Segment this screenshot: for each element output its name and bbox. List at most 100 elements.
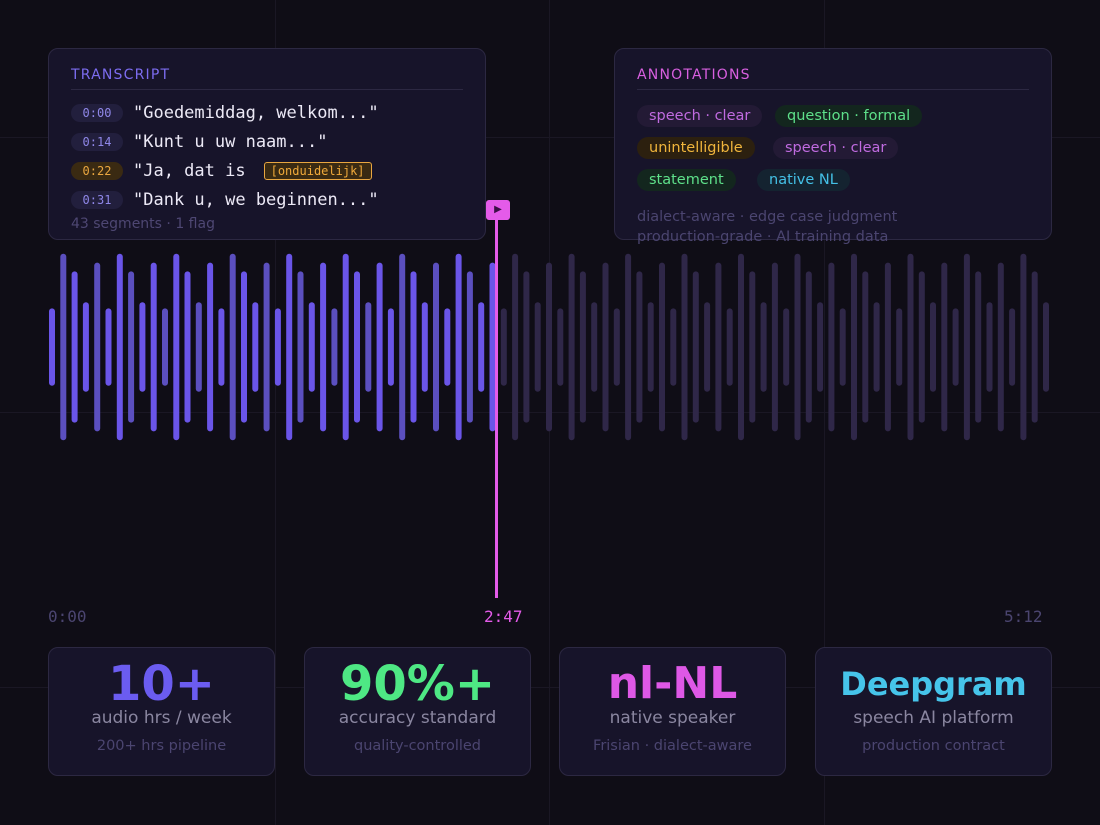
annotation-chip[interactable]: unintelligible <box>637 137 755 159</box>
segment-timestamp-flagged[interactable]: 0:22 <box>71 161 123 180</box>
waveform-bar <box>557 308 564 386</box>
waveform-bar <box>500 308 507 386</box>
segment-timestamp[interactable]: 0:31 <box>71 190 123 209</box>
waveform-bar <box>286 253 293 441</box>
stat-card-language: nl-NL native speaker Frisian · dialect-a… <box>559 647 786 776</box>
grid-line <box>0 137 1100 138</box>
waveform-bar <box>602 262 609 432</box>
waveform-bar <box>1031 271 1038 423</box>
annotation-chip[interactable]: speech · clear <box>773 137 899 159</box>
waveform-bar <box>1043 302 1049 392</box>
waveform-bar <box>963 253 970 441</box>
waveform-bar <box>478 302 485 392</box>
waveform-bar <box>94 262 101 432</box>
transcript-title: TRANSCRIPT <box>71 67 463 90</box>
segment-timestamp[interactable]: 0:00 <box>71 103 123 122</box>
waveform-bar <box>376 262 383 432</box>
waveform-bar <box>444 308 451 386</box>
stat-sub: production contract <box>862 738 1005 754</box>
waveform-bar <box>805 271 812 423</box>
waveform-bar <box>1020 253 1027 441</box>
stat-label: native speaker <box>609 708 736 728</box>
waveform-bar <box>534 302 541 392</box>
waveform-bar <box>726 308 733 386</box>
segment-text: "Goedemiddag, welkom..." <box>133 102 379 123</box>
waveform-bar <box>1009 308 1016 386</box>
time-current-label: 2:47 <box>484 607 523 626</box>
waveform-bar <box>986 302 993 392</box>
stat-value: 10+ <box>107 656 215 712</box>
annotations-note: dialect-aware · edge case judgment <box>637 209 898 225</box>
stat-sub: 200+ hrs pipeline <box>96 738 227 754</box>
waveform-bar <box>60 253 67 441</box>
stat-label: speech AI platform <box>853 708 1014 728</box>
waveform-bar <box>512 253 519 441</box>
transcript-row[interactable]: 0:14 "Kunt u uw naam..." <box>71 127 463 156</box>
waveform-bar <box>941 262 948 432</box>
waveform-bar <box>975 271 982 423</box>
waveform-bar <box>297 271 304 423</box>
waveform-bar <box>162 308 168 386</box>
transcript-panel: TRANSCRIPT 0:00 "Goedemiddag, welkom..."… <box>48 48 486 240</box>
transcript-row[interactable]: 0:00 "Goedemiddag, welkom..." <box>71 98 463 127</box>
waveform-bar <box>399 253 406 441</box>
waveform-bar <box>771 262 778 432</box>
waveform-bar <box>150 262 157 432</box>
waveform-bar <box>579 271 586 423</box>
annotation-chip[interactable]: question · formal <box>775 105 923 127</box>
waveform-bar <box>320 262 327 432</box>
annotations-panel: ANNOTATIONS speech · clear question · fo… <box>614 48 1052 245</box>
waveform-bar <box>760 302 767 392</box>
waveform-bar <box>308 302 315 392</box>
segment-text: "Dank u, we beginnen..." <box>133 189 379 210</box>
unclear-flag-badge[interactable]: [onduidelijk] <box>263 161 372 180</box>
waveform-bar <box>997 262 1004 432</box>
waveform-bar <box>783 308 790 386</box>
waveform-bar <box>647 302 654 392</box>
stat-card-platform: Deepgram speech AI platform production c… <box>815 647 1052 776</box>
waveform-bar <box>207 262 214 432</box>
waveform-bar <box>433 262 439 432</box>
playhead-line[interactable] <box>495 212 498 598</box>
annotation-chip[interactable]: speech · clear <box>637 105 763 127</box>
waveform-bar <box>410 271 417 423</box>
waveform-bar <box>82 302 89 392</box>
waveform-bar <box>930 302 936 392</box>
transcript-row[interactable]: 0:31 "Dank u, we beginnen..." <box>71 185 463 214</box>
waveform-bar <box>331 308 338 386</box>
stat-card-hours: 10+ audio hrs / week 200+ hrs pipeline <box>48 647 275 776</box>
transcript-row[interactable]: 0:22 "Ja, dat is [onduidelijk] <box>71 156 463 185</box>
time-end-label: 5:12 <box>1004 607 1043 626</box>
waveform-bar <box>851 253 857 441</box>
segment-timestamp[interactable]: 0:14 <box>71 132 123 151</box>
waveform-bar <box>263 262 270 432</box>
waveform-bar <box>828 262 835 432</box>
waveform-bar <box>896 308 903 386</box>
waveform-bar <box>749 271 756 423</box>
waveform-bar <box>365 302 372 392</box>
play-icon[interactable]: ▶ <box>486 200 510 220</box>
stat-value: Deepgram <box>840 665 1027 703</box>
waveform-bar <box>636 271 643 423</box>
stat-label: audio hrs / week <box>91 708 232 728</box>
stat-label: accuracy standard <box>338 708 497 728</box>
waveform-bar <box>692 271 699 423</box>
annotation-chip[interactable]: native NL <box>757 169 850 191</box>
stat-sub: quality-controlled <box>354 738 481 754</box>
segment-text: "Kunt u uw naam..." <box>133 131 328 152</box>
waveform-bar <box>387 308 394 386</box>
transcript-summary: 43 segments · 1 flag <box>71 216 215 232</box>
waveform-bar <box>241 271 247 423</box>
waveform-bar <box>873 302 880 392</box>
annotation-chip[interactable]: statement <box>637 169 736 191</box>
waveform-bar <box>229 253 236 441</box>
stat-value: nl-NL <box>607 658 738 709</box>
waveform-bar <box>659 262 665 432</box>
waveform-bar <box>342 253 349 441</box>
waveform-bar <box>862 271 869 423</box>
waveform-bar <box>455 253 462 441</box>
waveform-bar <box>591 302 598 392</box>
stat-card-accuracy: 90%+ accuracy standard quality-controlle… <box>304 647 531 776</box>
waveform-bar <box>625 253 632 441</box>
